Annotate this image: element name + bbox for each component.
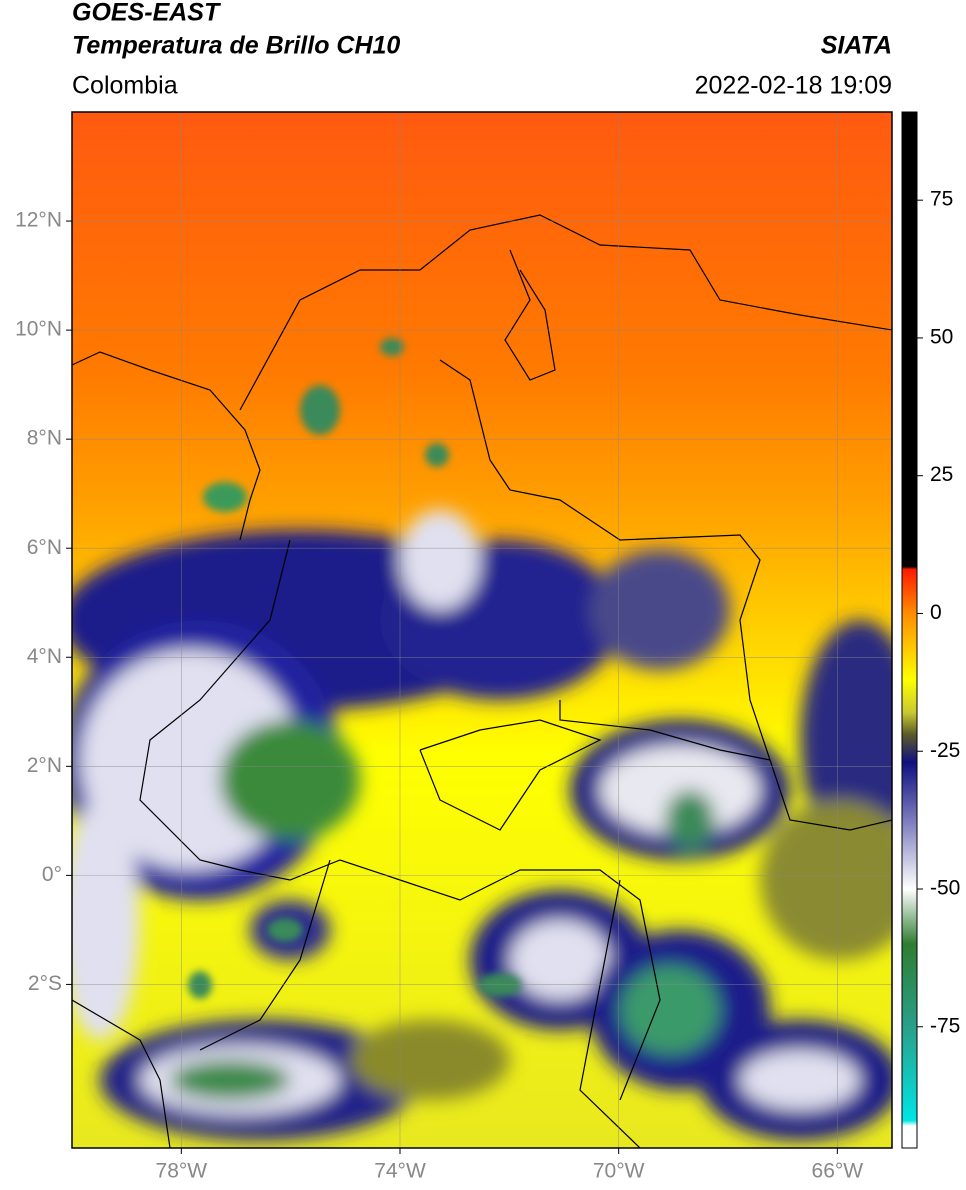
map-frame <box>71 111 893 1149</box>
colorbar-tick-label: -75 <box>930 1014 960 1037</box>
colorbar-tick-label: -25 <box>930 739 960 762</box>
y-tick-label: 6°N <box>27 536 62 559</box>
colorbar <box>901 111 918 1149</box>
x-tick-label: 66°W <box>812 1160 864 1183</box>
y-tick-label: 10°N <box>15 318 62 341</box>
datetime: 2022-02-18 19:09 <box>695 72 892 100</box>
y-tick-label: 2°N <box>27 754 62 777</box>
y-tick-label: 12°N <box>15 209 62 232</box>
y-tick-label: 8°N <box>27 427 62 450</box>
source: SIATA <box>821 32 892 60</box>
colorbar-tick-label: -50 <box>930 877 960 900</box>
y-tick-label: 0° <box>42 863 62 886</box>
y-tick-label: 2°S <box>28 972 62 995</box>
colorbar-tick-label: 50 <box>930 325 953 348</box>
satellite-image <box>72 112 892 1148</box>
x-tick-label: 74°W <box>374 1160 426 1183</box>
x-tick-label: 70°W <box>593 1160 645 1183</box>
title: GOES-EAST <box>72 0 222 27</box>
colorbar-tick-label: 25 <box>930 463 953 486</box>
colorbar-tick-label: 0 <box>930 601 942 624</box>
grid <box>72 112 892 1148</box>
x-tick-label: 78°W <box>156 1160 208 1183</box>
subtitle: Temperatura de Brillo CH10 <box>72 32 400 60</box>
colorbar-tick-label: 75 <box>930 188 953 211</box>
region: Colombia <box>72 72 178 100</box>
y-tick-label: 4°N <box>27 645 62 668</box>
